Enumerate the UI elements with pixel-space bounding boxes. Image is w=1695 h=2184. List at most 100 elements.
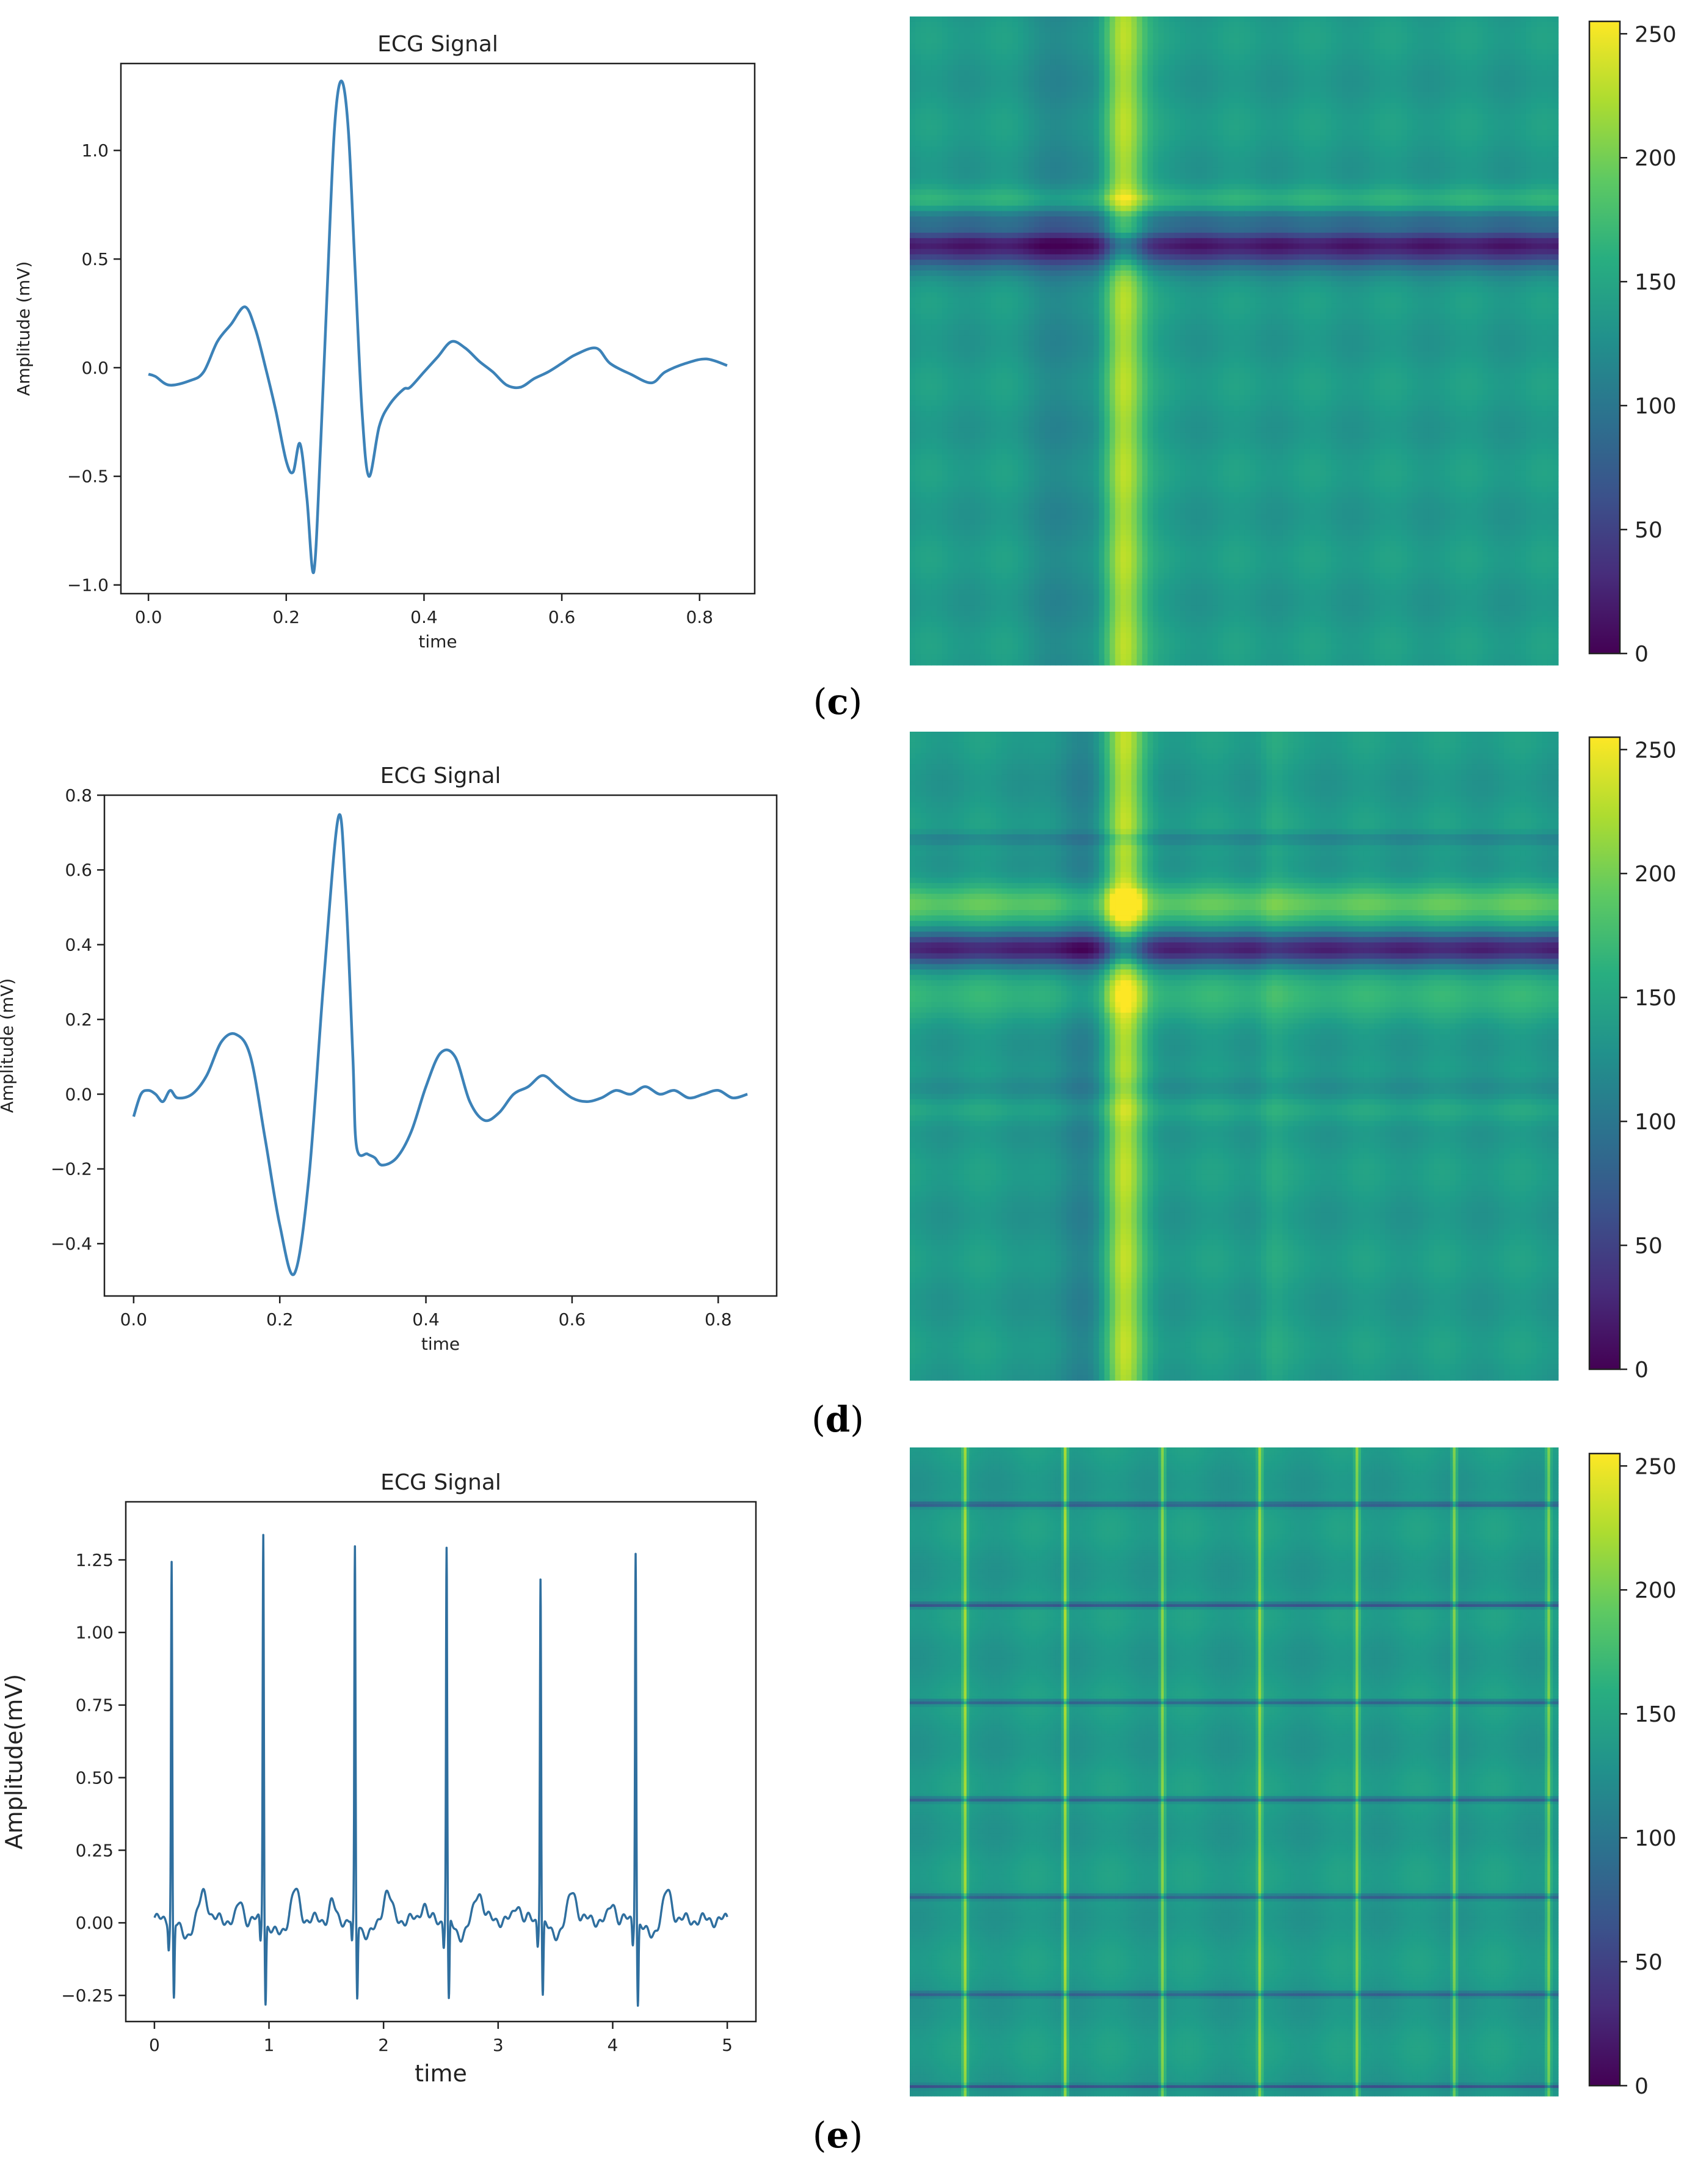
heatmap-cell: [1277, 22, 1283, 27]
heatmap-cell: [1191, 16, 1196, 22]
heatmap-cell: [1250, 33, 1256, 38]
heatmap-cell: [1515, 27, 1520, 33]
heatmap-cell: [1277, 27, 1283, 33]
heatmap-cell: [926, 33, 932, 38]
heatmap-cell: [1034, 27, 1040, 33]
heatmap-cell: [1467, 33, 1472, 38]
heatmap-cell: [1207, 16, 1213, 22]
heatmap-cell: [1109, 33, 1115, 38]
heatmap-cell: [1472, 33, 1477, 38]
heatmap-cell: [1018, 22, 1023, 27]
heatmap-cell: [1088, 27, 1094, 33]
heatmap-cell: [1445, 16, 1450, 22]
heatmap-cell: [1137, 27, 1142, 33]
heatmap-cell: [1045, 22, 1050, 27]
y-tick-label: 0.5: [81, 249, 109, 269]
heatmap-cell: [1515, 22, 1520, 27]
heatmap-cell: [1039, 27, 1045, 33]
heatmap-cell: [1547, 27, 1553, 33]
heatmap-cell: [991, 16, 996, 22]
heatmap-cell: [1326, 27, 1331, 33]
heatmap-cell: [1337, 27, 1342, 33]
heatmap-cell: [1105, 16, 1110, 22]
heatmap-cell: [1342, 22, 1348, 27]
heatmap-cell: [1434, 27, 1439, 33]
heatmap-cell: [991, 27, 996, 33]
heatmap-cell: [921, 33, 926, 38]
heatmap-cell: [1120, 27, 1126, 33]
heatmap-cell: [1537, 33, 1542, 38]
heatmap-cell: [1191, 22, 1196, 27]
heatmap-cell: [1283, 22, 1288, 27]
x-axis-label: time: [418, 632, 457, 652]
heatmap-cell: [980, 16, 985, 22]
heatmap-cell: [1061, 16, 1067, 22]
heatmap-cell: [1499, 33, 1504, 38]
heatmap-cell: [1164, 16, 1169, 22]
heatmap-cell: [964, 16, 970, 22]
heatmap-cell: [915, 33, 921, 38]
heatmap-cell: [1450, 33, 1456, 38]
heatmap-cell: [1229, 22, 1234, 27]
heatmap-cell: [1299, 16, 1304, 22]
heatmap-cell: [1494, 27, 1499, 33]
heatmap-cell: [975, 27, 980, 33]
heatmap-cell: [1374, 16, 1380, 22]
heatmap-cell: [1105, 22, 1110, 27]
heatmap-cell: [1353, 22, 1359, 27]
heatmap-cell: [969, 16, 975, 22]
heatmap-cell: [1515, 33, 1520, 38]
heatmap-cell: [1363, 33, 1369, 38]
heatmap-cell: [948, 22, 953, 27]
heatmap-cell: [1467, 27, 1472, 33]
heatmap-cell: [996, 33, 1002, 38]
heatmap-cell: [1542, 16, 1547, 22]
heatmap-cell: [1094, 22, 1099, 27]
heatmap-cell: [1202, 16, 1207, 22]
heatmap-cell: [1196, 22, 1202, 27]
heatmap-cell: [1369, 22, 1374, 27]
heatmap-cell: [1023, 27, 1029, 33]
heatmap-cell: [1326, 33, 1331, 38]
heatmap-cell: [1547, 22, 1553, 27]
heatmap-cell: [1331, 16, 1337, 22]
heatmap-cell: [1348, 27, 1353, 33]
heatmap-cell: [1180, 27, 1186, 33]
heatmap-cell: [1266, 22, 1272, 27]
heatmap-cell: [1456, 27, 1461, 33]
heatmap-cell: [1109, 16, 1115, 22]
heatmap-cell: [1277, 16, 1283, 22]
heatmap-cell: [1218, 33, 1223, 38]
heatmap-cell: [1207, 33, 1213, 38]
heatmap-cell: [1456, 22, 1461, 27]
heatmap-cell: [1175, 33, 1180, 38]
x-tick-label: 0.6: [548, 607, 576, 627]
heatmap-cell: [1018, 16, 1023, 22]
heatmap-cell: [937, 27, 942, 33]
heatmap-cell: [1542, 33, 1547, 38]
heatmap-cell: [1029, 22, 1034, 27]
heatmap-cell: [1072, 27, 1078, 33]
heatmap-cell: [1018, 27, 1023, 33]
heatmap-cell: [1483, 16, 1488, 22]
heatmap-cell: [1310, 27, 1315, 33]
heatmap-cell: [1056, 22, 1061, 27]
heatmap-cell: [1456, 33, 1461, 38]
heatmap-cell: [1158, 27, 1164, 33]
heatmap-cell: [959, 22, 964, 27]
heatmap-cell: [937, 33, 942, 38]
heatmap-cell: [1385, 27, 1391, 33]
heatmap-cell: [1039, 16, 1045, 22]
heatmap-cell: [1461, 27, 1467, 33]
heatmap-cell: [1526, 22, 1531, 27]
heatmap-cell: [959, 16, 964, 22]
heatmap-cell: [1310, 22, 1315, 27]
heatmap-cell: [1331, 33, 1337, 38]
heatmap-cell: [1245, 33, 1250, 38]
heatmap-cell: [1012, 22, 1018, 27]
heatmap-cell: [937, 16, 942, 22]
heatmap-cell: [1045, 27, 1050, 33]
heatmap-cell: [1126, 22, 1131, 27]
heatmap-cell: [1266, 27, 1272, 33]
heatmap-cell: [1099, 27, 1105, 33]
